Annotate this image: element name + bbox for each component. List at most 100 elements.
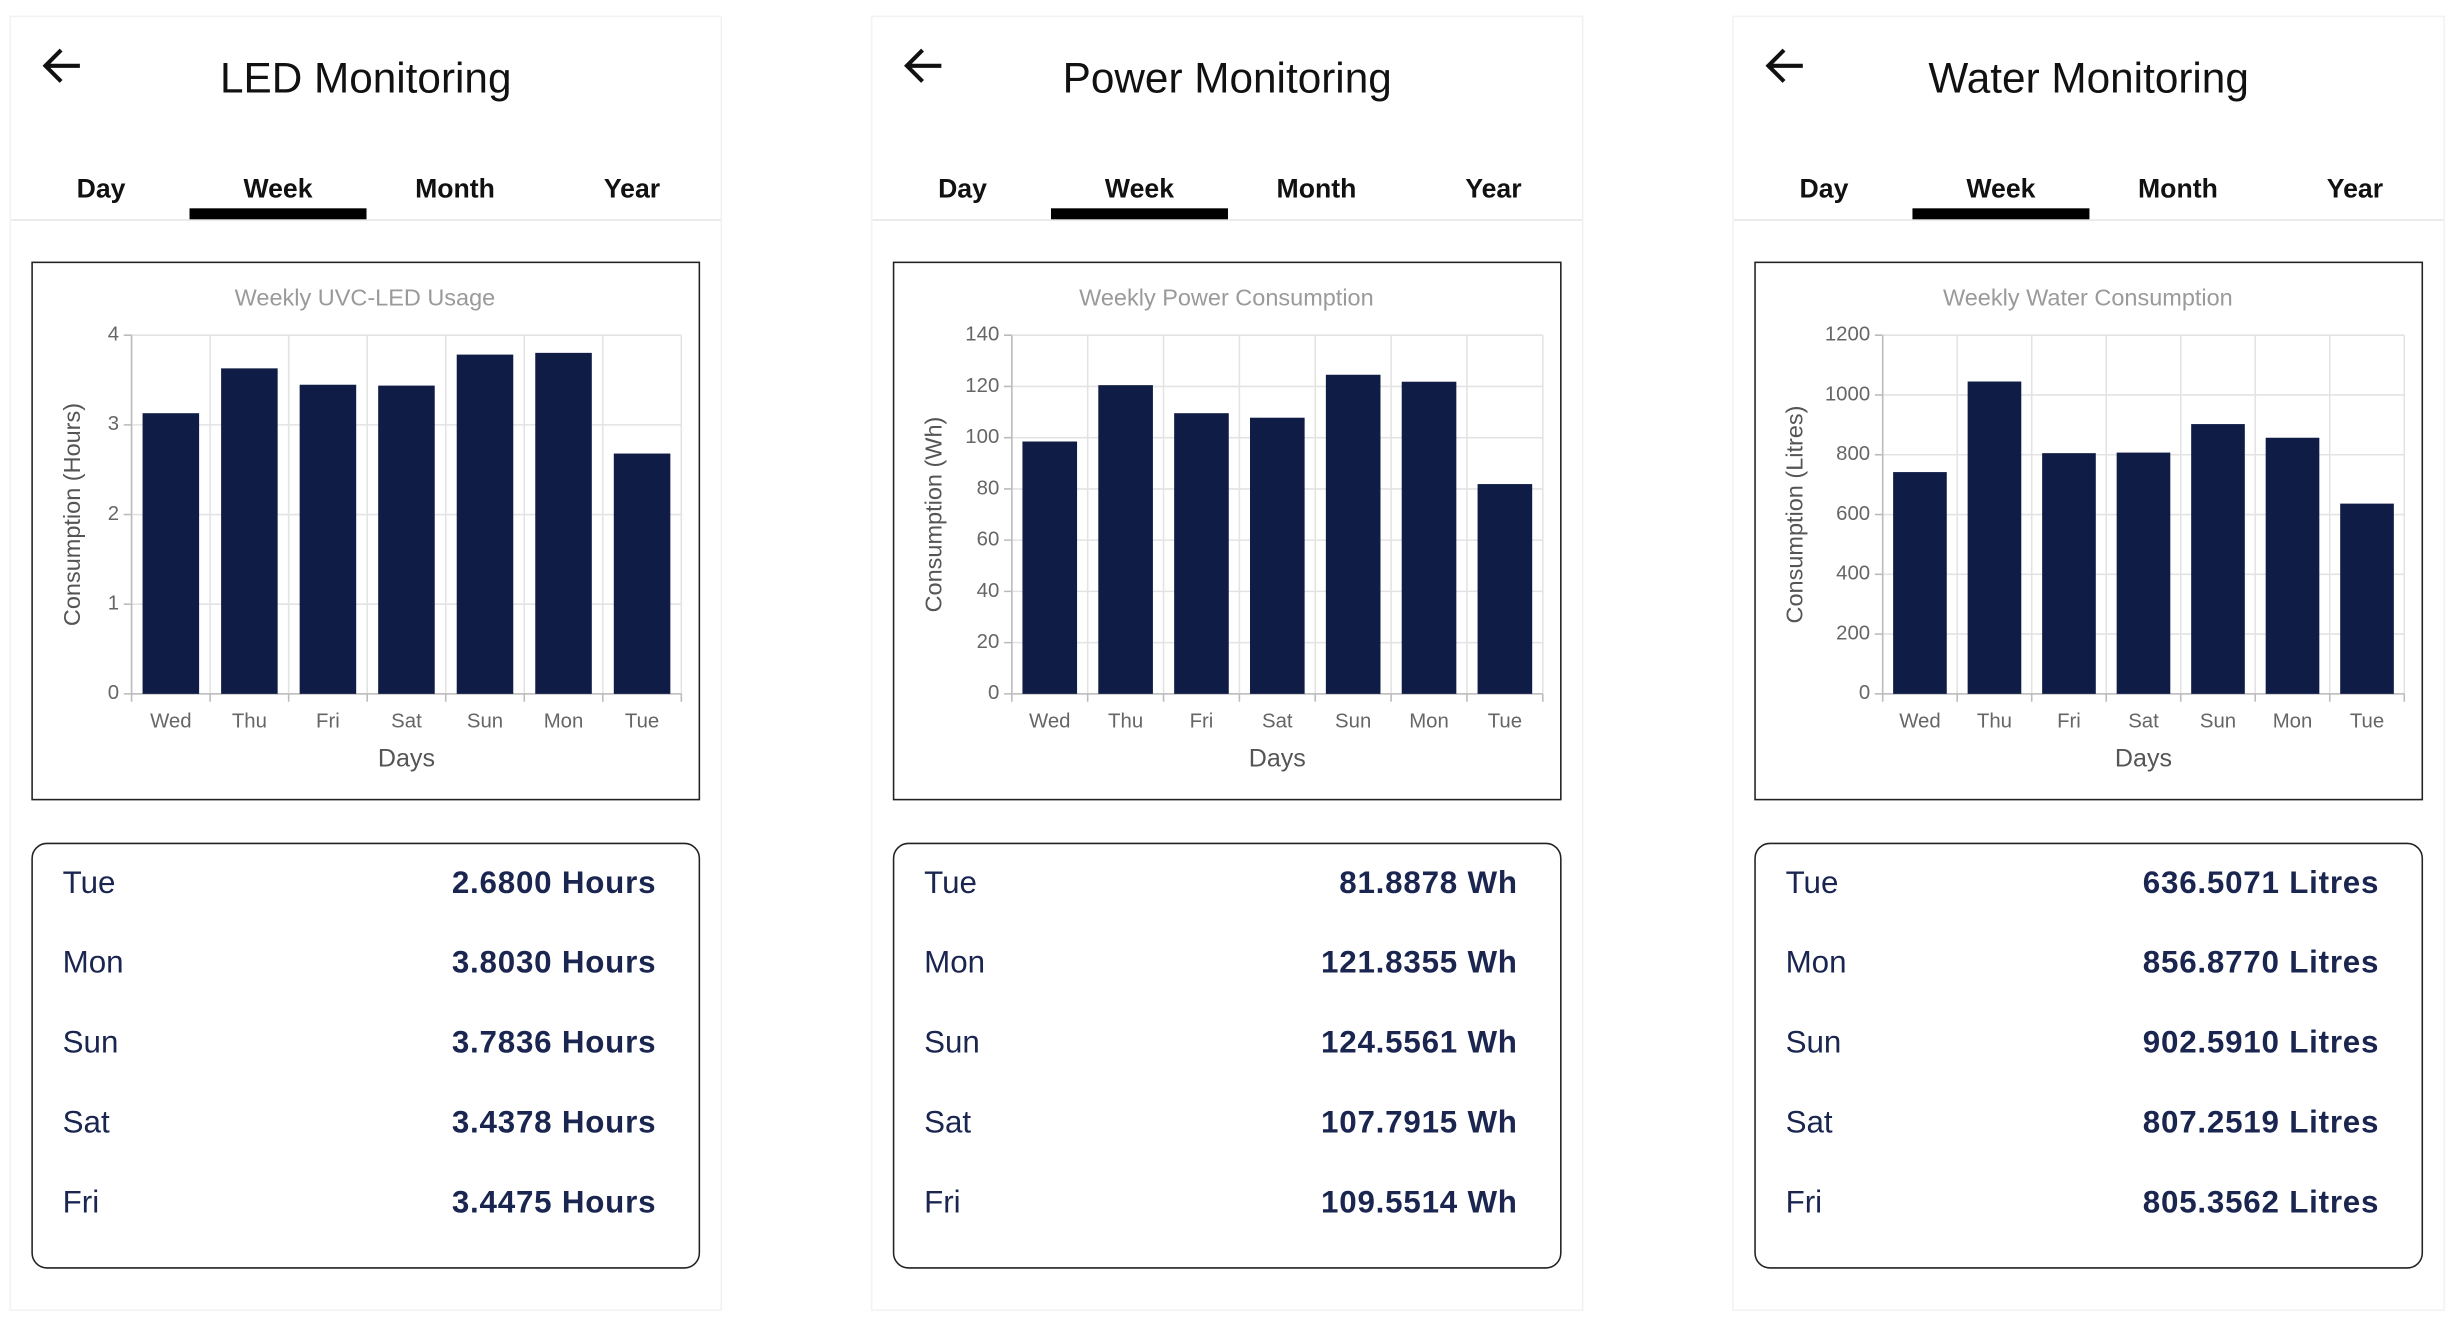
row-day: Sat <box>1785 1105 1833 1141</box>
chart-box: Weekly UVC-LED Usage 0 1 2 3 4 Wed Thu Fri Sat Sun… <box>31 261 701 801</box>
bar <box>1098 385 1153 694</box>
chart: Weekly Power Consumption 0 20 40 60 80 100 120 1… <box>920 284 1544 772</box>
row-value: 902.5910 Litres <box>2142 1025 2380 1061</box>
x-tick-label: Thu <box>1108 710 1143 732</box>
bar <box>1477 484 1533 694</box>
back-arrow-icon <box>42 48 80 83</box>
readings-list: Tue 2.6800 Hours Mon 3.8030 Hours Sun 3.7836 … <box>31 842 701 1269</box>
y-tick-label: 80 <box>977 477 1000 499</box>
tab[interactable]: Month <box>415 173 495 204</box>
bar <box>2265 437 2320 694</box>
screen-title: Water Monitoring <box>1928 54 2249 102</box>
screen-title: Power Monitoring <box>1062 54 1392 102</box>
bar <box>1893 472 1947 694</box>
tab[interactable]: Year <box>603 173 661 204</box>
bar <box>142 413 200 694</box>
chart: Weekly Water Consumption 0 200 400 600 800 100… <box>1782 284 2406 772</box>
x-tick-label: Mon <box>1409 710 1449 732</box>
back-button[interactable] <box>39 42 86 89</box>
bar <box>378 385 435 694</box>
chart-title: Weekly Power Consumption <box>1079 284 1374 310</box>
row-day: Tue <box>1785 866 1839 901</box>
x-tick-label: Wed <box>1899 710 1940 732</box>
tab-separator <box>872 219 1582 221</box>
x-tick-label: Thu <box>232 710 267 732</box>
chart-title: Weekly UVC-LED Usage <box>235 284 496 310</box>
screen-title: LED Monitoring <box>219 54 512 102</box>
y-tick-label: 40 <box>977 580 1000 602</box>
y-tick-label: 1000 <box>1825 383 1870 405</box>
row-day: Fri <box>62 1185 100 1221</box>
y-tick-label: 3 <box>108 413 119 435</box>
row-day: Sun <box>62 1025 119 1061</box>
x-tick-label: Sat <box>391 710 422 732</box>
row-day: Sat <box>62 1105 110 1141</box>
y-tick-label: 0 <box>108 682 119 704</box>
tab-indicator <box>189 208 367 220</box>
x-tick-label: Sun <box>1335 710 1371 732</box>
y-axis-label: Consumption (Wh) <box>920 417 946 613</box>
x-tick-label: Fri <box>1190 710 1214 732</box>
row-value: 3.4475 Hours <box>451 1185 657 1221</box>
row-day: Mon <box>62 946 124 981</box>
tab[interactable]: Week <box>1966 173 2036 204</box>
bar <box>221 368 278 694</box>
bar <box>1174 413 1229 694</box>
row-value: 636.5071 Litres <box>2142 866 2380 901</box>
back-button[interactable] <box>901 42 948 89</box>
row-day: Mon <box>924 946 986 981</box>
row-day: Mon <box>1785 946 1847 981</box>
bar <box>1022 441 1078 694</box>
tab[interactable]: Week <box>1104 173 1175 204</box>
chart-box: Weekly Water Consumption 0 200 400 600 800 100… <box>1754 261 2424 801</box>
row-value: 109.5514 Wh <box>1321 1185 1518 1221</box>
x-tick-label: Sat <box>2128 710 2159 732</box>
x-axis-label: Days <box>378 744 435 772</box>
chart-title: Weekly Water Consumption <box>1943 284 2233 310</box>
bar <box>299 384 357 694</box>
row-value: 856.8770 Litres <box>2142 946 2380 981</box>
y-tick-label: 600 <box>1836 503 1870 525</box>
x-tick-label: Wed <box>150 710 192 732</box>
bar <box>2042 453 2096 694</box>
tab[interactable]: Week <box>243 173 313 204</box>
x-tick-label: Fri <box>316 710 340 732</box>
tab[interactable]: Month <box>2137 173 2218 204</box>
row-value: 2.6800 Hours <box>451 866 657 901</box>
x-axis-label: Days <box>2115 744 2172 772</box>
y-tick-label: 1200 <box>1825 324 1870 346</box>
y-tick-label: 2 <box>108 503 119 525</box>
row-day: Sat <box>924 1105 972 1141</box>
tab[interactable]: Day <box>76 173 126 204</box>
tab[interactable]: Year <box>1465 173 1522 204</box>
y-tick-label: 400 <box>1836 563 1870 585</box>
x-tick-label: Sun <box>2200 710 2236 732</box>
tab[interactable]: Month <box>1276 173 1357 204</box>
back-button[interactable] <box>1762 42 1809 89</box>
back-arrow-icon <box>1765 48 1803 83</box>
tab-separator <box>1733 219 2444 221</box>
readings-list: Tue 636.5071 Litres Mon 856.8770 Litres Sun 9… <box>1754 842 2424 1269</box>
screen: Water Monitoring Day Week Month Year Weekly W… <box>1732 15 2445 1311</box>
row-value: 3.7836 Hours <box>451 1025 657 1061</box>
x-tick-label: Fri <box>2057 710 2081 732</box>
bar <box>1967 381 2022 694</box>
x-axis-label: Days <box>1249 744 1306 772</box>
bar <box>456 354 514 694</box>
x-tick-label: Sat <box>1262 710 1293 732</box>
row-value: 121.8355 Wh <box>1321 946 1518 981</box>
y-tick-label: 1 <box>108 593 119 615</box>
x-tick-label: Sun <box>467 710 503 732</box>
tab[interactable]: Day <box>1799 173 1849 204</box>
tab[interactable]: Day <box>938 173 987 204</box>
row-day: Tue <box>924 866 977 901</box>
row-value: 3.8030 Hours <box>451 946 657 981</box>
tab[interactable]: Year <box>2326 173 2384 204</box>
x-tick-label: Mon <box>2273 710 2313 732</box>
y-tick-label: 60 <box>977 529 1000 551</box>
chart: Weekly UVC-LED Usage 0 1 2 3 4 Wed Thu Fri Sat Sun… <box>59 284 683 772</box>
y-tick-label: 120 <box>965 375 999 397</box>
x-tick-label: Tue <box>2350 710 2384 732</box>
row-value: 81.8878 Wh <box>1339 866 1518 901</box>
